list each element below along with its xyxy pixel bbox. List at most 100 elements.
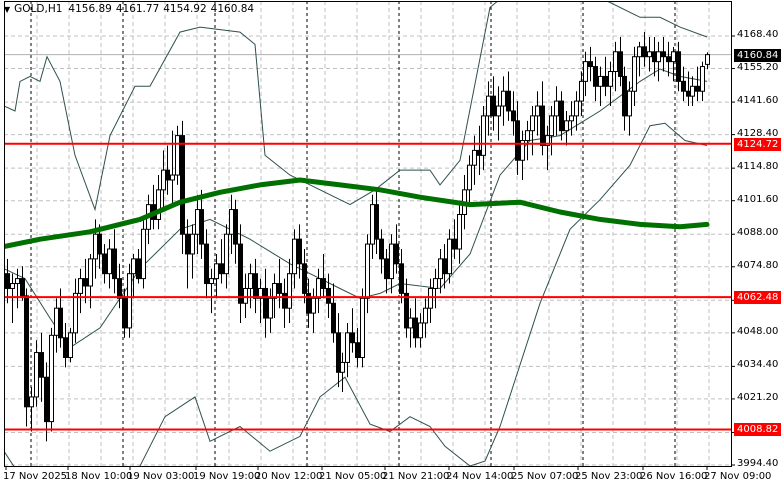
candle-body xyxy=(608,71,613,87)
candle-body xyxy=(88,258,93,287)
candle-body xyxy=(233,209,238,245)
candle-body xyxy=(24,295,29,408)
time-tick-label: 25 Nov 23:00 xyxy=(575,471,643,482)
candle-body xyxy=(511,110,516,122)
price-tick-label: 4141.60 xyxy=(737,95,779,107)
candle-body xyxy=(199,209,204,245)
candle-body xyxy=(54,307,59,336)
candle-body xyxy=(486,95,491,117)
candle-body xyxy=(506,90,511,112)
candle-body xyxy=(93,233,98,260)
candle-body xyxy=(63,337,68,359)
candle-body xyxy=(525,130,530,142)
symbol-timeframe: GOLD,H1 xyxy=(14,3,63,15)
candle-body xyxy=(195,209,200,235)
price-tick-label: 4034.40 xyxy=(737,359,779,371)
candle-body xyxy=(520,140,525,161)
price-tick-label: 4155.20 xyxy=(737,61,779,73)
candle-body xyxy=(666,56,671,63)
candle-body xyxy=(102,253,107,275)
candle-body xyxy=(370,204,375,245)
candle-body xyxy=(224,233,229,275)
candle-body xyxy=(423,307,428,324)
chart-frame xyxy=(4,1,732,467)
candle-body xyxy=(331,302,336,334)
candle-body xyxy=(583,61,588,82)
current-price-tag: 4160.84 xyxy=(734,48,781,62)
candle-body xyxy=(190,233,195,255)
candle-body xyxy=(282,292,287,309)
candle-body xyxy=(219,263,224,275)
candle-body xyxy=(515,120,520,161)
candle-body xyxy=(10,283,15,289)
level-price-tag: 4124.72 xyxy=(734,137,781,151)
candle-body xyxy=(214,263,219,280)
candle-body xyxy=(530,115,535,132)
time-tick-label: 25 Nov 07:00 xyxy=(511,471,579,482)
candle-body xyxy=(447,238,452,275)
triangle-down-icon[interactable]: ▼ xyxy=(4,5,11,14)
candle-body xyxy=(360,297,365,359)
candle-body xyxy=(661,51,666,58)
price-tick-label: 4074.80 xyxy=(737,259,779,271)
candle-body xyxy=(428,287,433,309)
candle-body xyxy=(564,120,569,132)
candle-body xyxy=(457,214,462,250)
candle-body xyxy=(394,243,399,265)
candle-body xyxy=(379,238,384,260)
candle-body xyxy=(127,273,132,329)
candle-body xyxy=(671,51,676,63)
candle-body xyxy=(316,278,321,299)
candle-body xyxy=(97,233,102,255)
candle-body xyxy=(297,238,302,265)
candle-body xyxy=(656,51,661,63)
candle-body xyxy=(302,263,307,294)
candle-body xyxy=(277,283,282,294)
chart-title-bar: ▼ GOLD,H1 4156.89 4161.77 4154.92 4160.84 xyxy=(4,3,258,15)
candle-body xyxy=(496,105,501,117)
candle-body xyxy=(647,51,652,58)
candle-body xyxy=(107,248,112,275)
candle-body xyxy=(165,169,170,181)
candle-body xyxy=(384,258,389,280)
candle-body xyxy=(681,80,686,92)
ohlc-high: 4161.77 xyxy=(115,3,160,15)
candle-body xyxy=(44,376,49,423)
candle-body xyxy=(676,51,681,82)
time-tick-label: 19 Nov 19:00 xyxy=(193,471,261,482)
candle-body xyxy=(700,66,705,92)
level-price-tag: 4062.48 xyxy=(734,291,781,305)
candle-body xyxy=(618,51,623,77)
candle-body xyxy=(613,51,618,73)
moving-average-line xyxy=(4,177,710,250)
candle-body xyxy=(243,287,248,304)
bollinger-middle-line xyxy=(4,68,708,349)
time-tick-label: 21 Nov 21:00 xyxy=(382,471,450,482)
candle-body xyxy=(263,287,268,319)
candle-body xyxy=(39,352,44,378)
candle-body xyxy=(156,189,161,220)
ohlc-open: 4156.89 xyxy=(68,3,112,15)
candle-body xyxy=(442,258,447,275)
price-tick-label: 4048.00 xyxy=(737,325,779,337)
candle-body xyxy=(467,164,472,191)
candle-body xyxy=(185,233,190,255)
candle-body xyxy=(545,135,550,146)
candle-body xyxy=(345,332,350,363)
candle-body xyxy=(83,278,88,287)
price-tick-label: 4168.40 xyxy=(737,29,779,40)
candle-body xyxy=(131,258,136,275)
candle-body xyxy=(588,61,593,68)
candle-body xyxy=(535,105,540,117)
candle-body xyxy=(477,149,482,156)
candle-body xyxy=(248,273,253,289)
candle-body xyxy=(34,352,39,398)
candle-body xyxy=(15,278,20,285)
candle-body xyxy=(161,169,166,191)
candle-body xyxy=(78,278,83,294)
candle-body xyxy=(452,238,457,250)
candle-body xyxy=(141,228,146,280)
candle-body xyxy=(336,332,341,373)
